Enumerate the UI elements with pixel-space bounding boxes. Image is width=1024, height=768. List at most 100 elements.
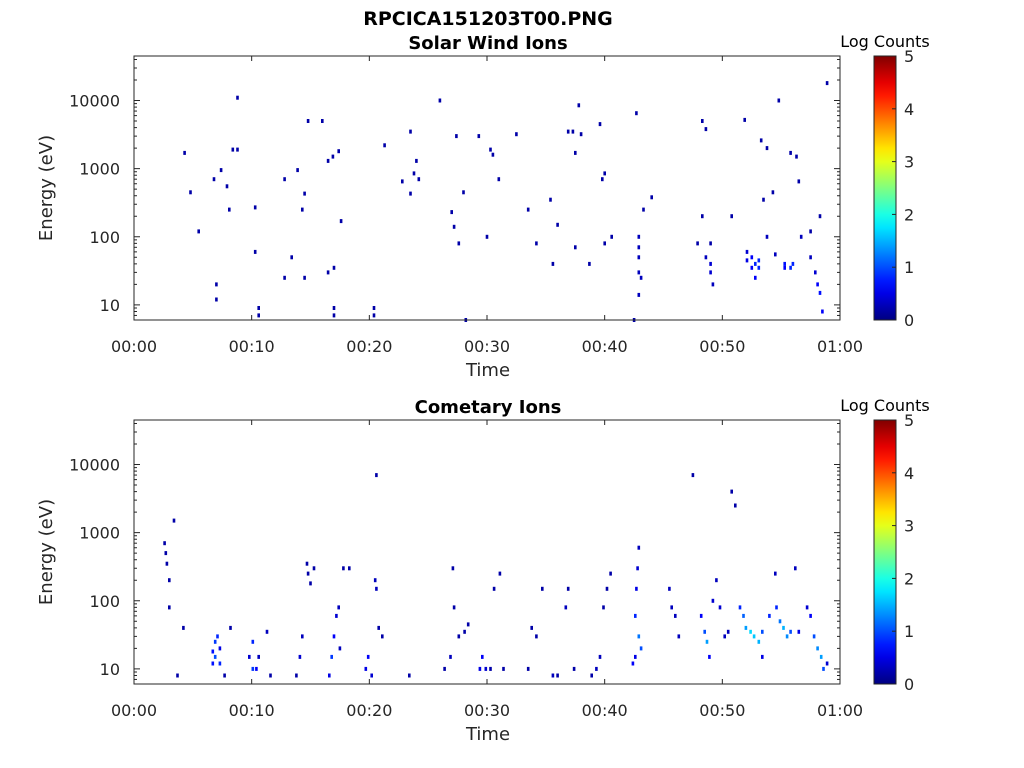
- heatmap-cell: [709, 261, 712, 266]
- heatmap-cell: [225, 184, 229, 189]
- heatmap-cell: [734, 503, 737, 508]
- heatmap-cell: [816, 646, 819, 651]
- heatmap-cell: [601, 177, 604, 182]
- heatmap-cell: [309, 581, 312, 586]
- heatmap-cell: [332, 265, 336, 270]
- x-tick-label: 00:30: [464, 701, 510, 720]
- colorbar-label: Log Counts: [840, 396, 930, 415]
- heatmap-cell: [745, 249, 749, 254]
- heatmap-cell: [637, 270, 641, 275]
- heatmap-cell: [778, 619, 782, 624]
- heatmap-cell: [750, 265, 754, 270]
- colorbar-tick-label: 2: [904, 569, 914, 588]
- heatmap-cell: [189, 190, 192, 195]
- heatmap-cell: [642, 207, 645, 212]
- heatmap-cell: [182, 625, 185, 630]
- heatmap-cell: [822, 666, 825, 671]
- heatmap-cell: [477, 134, 481, 139]
- heatmap-cell: [223, 673, 226, 678]
- heatmap-cell: [364, 666, 368, 671]
- colorbar-tick-label: 0: [904, 311, 914, 330]
- heatmap-cell: [577, 103, 581, 108]
- heatmap-cell: [742, 613, 745, 618]
- heatmap-cell: [595, 666, 598, 671]
- heatmap-cell: [752, 634, 756, 639]
- axes: 00:00 00:10 00:20 00:30 00:40 00:50 01:00 10 100…: [69, 419, 863, 720]
- colorbar-gradient: [873, 419, 897, 685]
- heatmap-cell: [375, 473, 378, 478]
- heatmap-cell: [377, 625, 380, 630]
- heatmap-cell: [438, 98, 442, 103]
- heatmap-cell: [768, 613, 771, 618]
- heatmap-cell: [502, 666, 505, 671]
- heatmap-cell: [213, 639, 217, 644]
- heatmap-cell: [745, 258, 749, 263]
- heatmap-cell: [183, 150, 186, 155]
- colorbar: 0 1 2 3 4 5: [873, 47, 914, 330]
- heatmap-cell: [789, 629, 792, 634]
- heatmap-cell: [650, 195, 653, 200]
- heatmap-cell: [290, 255, 293, 260]
- heatmap-cell: [163, 541, 166, 546]
- heatmap-cell: [328, 673, 331, 678]
- heatmap-cell: [342, 566, 345, 571]
- heatmap-cell: [372, 313, 376, 318]
- heatmap-cell: [789, 150, 792, 155]
- x-tick-label: 00:10: [229, 337, 275, 356]
- heatmap-cell: [821, 309, 824, 314]
- heatmap-cell: [757, 265, 761, 270]
- heatmap-cell: [298, 654, 302, 659]
- heatmap-cell: [269, 673, 272, 678]
- heatmap-cell: [408, 673, 411, 678]
- heatmap-cell: [332, 306, 336, 310]
- heatmap-cell: [541, 586, 544, 591]
- heatmap-cell: [691, 473, 695, 478]
- heatmap-cell: [825, 81, 829, 86]
- heatmap-cell: [219, 168, 223, 173]
- heatmap-cell: [417, 177, 421, 182]
- heatmap-cell: [535, 241, 538, 246]
- heatmap-cell: [761, 629, 764, 634]
- heatmap-cell: [211, 649, 215, 654]
- figure-title: RPCICA151203T00.PNG: [363, 8, 613, 30]
- heatmap-cell: [455, 134, 458, 139]
- heatmap-cell: [603, 241, 606, 246]
- heatmap-cell: [551, 673, 555, 678]
- heatmap-cell: [574, 150, 577, 155]
- heatmap-cell: [556, 673, 559, 678]
- heatmap-cell: [176, 673, 179, 678]
- heatmap-cell: [248, 654, 251, 659]
- heatmap-cell: [701, 214, 704, 219]
- x-tick-label: 01:00: [817, 701, 863, 720]
- heatmap-cell: [337, 149, 340, 154]
- y-tick-label: 10: [100, 296, 120, 315]
- heatmap-cell: [251, 666, 255, 671]
- heatmap-cell: [670, 605, 673, 610]
- heatmap-cell: [674, 613, 677, 618]
- colorbar-tick-label: 0: [904, 675, 914, 694]
- heatmap-cell: [452, 605, 456, 610]
- heatmap-cell: [339, 219, 343, 224]
- heatmap-cell: [515, 132, 518, 137]
- heatmap-cell: [215, 282, 218, 287]
- heatmap-cell: [805, 605, 809, 610]
- heatmap-cell: [443, 666, 446, 671]
- x-tick-label: 00:00: [111, 337, 157, 356]
- heatmap-cell: [704, 127, 708, 132]
- heatmap-cell: [229, 625, 232, 630]
- heatmap-cell: [765, 146, 769, 151]
- heatmap-cell: [457, 241, 461, 246]
- y-axis-label: Energy (eV): [36, 135, 57, 241]
- colorbar-tick-label: 5: [904, 47, 914, 66]
- heatmap-cell: [709, 270, 712, 275]
- heatmap-cell: [791, 261, 795, 266]
- heatmap-cell: [306, 119, 310, 123]
- heatmap-cell: [551, 261, 555, 266]
- heatmap-cell: [253, 249, 257, 254]
- colorbar-tick-label: 4: [904, 100, 914, 119]
- heatmap-cell: [372, 306, 376, 310]
- heatmap-cell: [588, 261, 591, 266]
- heatmap-cell: [771, 190, 775, 195]
- heatmap-cell: [257, 313, 260, 318]
- heatmap-cell: [701, 119, 704, 123]
